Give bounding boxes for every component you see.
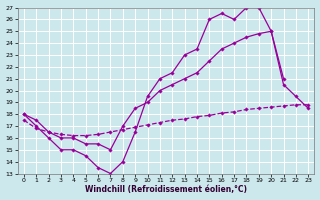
X-axis label: Windchill (Refroidissement éolien,°C): Windchill (Refroidissement éolien,°C)	[85, 185, 247, 194]
